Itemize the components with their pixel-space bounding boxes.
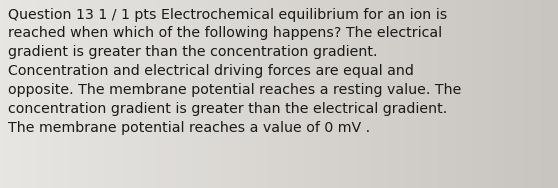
Text: Question 13 1 / 1 pts Electrochemical equilibrium for an ion is
reached when whi: Question 13 1 / 1 pts Electrochemical eq… <box>8 8 462 135</box>
